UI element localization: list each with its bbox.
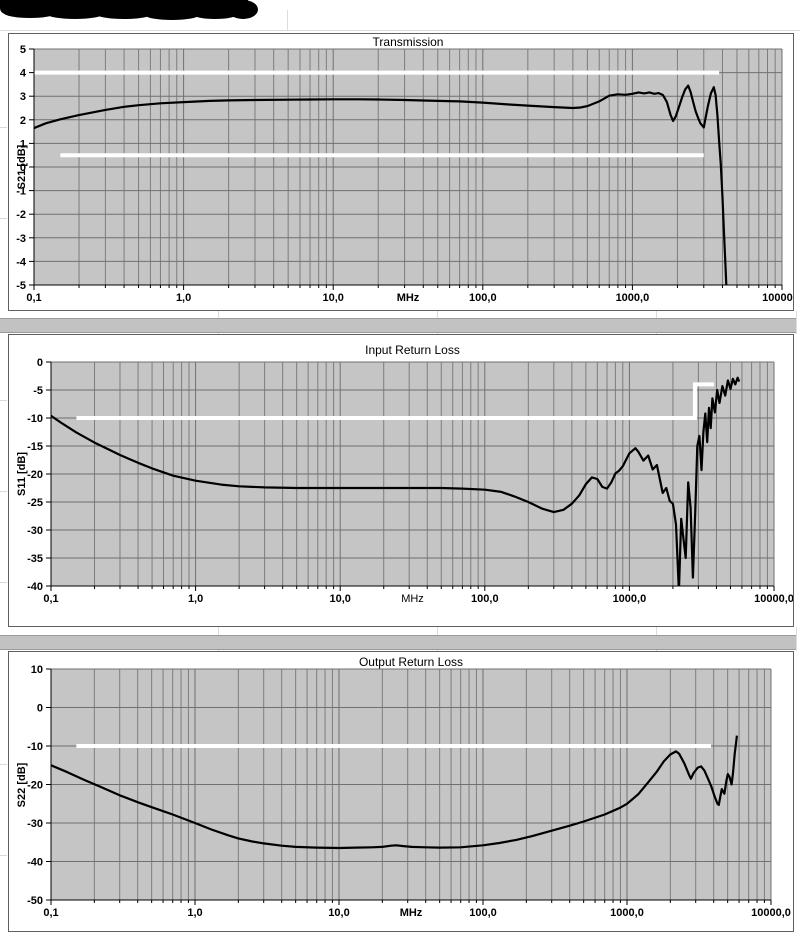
- chart-title: Input Return Loss: [365, 343, 460, 357]
- x-tick-label: 10,0: [329, 593, 350, 605]
- row-gridline: [0, 218, 7, 219]
- y-tick-label: -3: [16, 233, 26, 245]
- y-tick-label: -20: [27, 469, 43, 481]
- row-separator-band: [0, 635, 796, 650]
- y-tick-label: -10: [27, 741, 43, 753]
- row-gridline: [0, 127, 7, 128]
- x-axis-unit-label: MHz: [400, 907, 423, 919]
- row-gridline: [0, 582, 7, 583]
- cell-gridline: [796, 627, 797, 651]
- x-tick-label: 100,0: [469, 907, 497, 919]
- row-gridline: [0, 764, 7, 765]
- y-tick-label: -50: [27, 895, 43, 907]
- y-tick-label: -5: [16, 280, 26, 292]
- measurement-curve: [51, 735, 738, 850]
- y-tick-label: -10: [27, 413, 43, 425]
- input-return-loss-plot: 0 -5 -10 -15 -20 -25 -30 -35 -400,1 1,0 10,0 100,0 1…: [27, 357, 793, 605]
- y-axis-title: S22 [dB]: [16, 762, 28, 807]
- row-separator-band: [0, 318, 796, 333]
- x-tick-label: 10000,0: [751, 907, 791, 919]
- y-tick-label: 3: [20, 91, 26, 103]
- cell-gridline: [0, 30, 800, 31]
- redacted-title-scribble: [0, 0, 262, 26]
- cell-gridline: [287, 10, 288, 31]
- y-tick-label: -2: [16, 209, 26, 221]
- x-tick-label: 1000,0: [610, 907, 644, 919]
- y-tick-label: 4: [20, 68, 27, 80]
- y-tick-label: 5: [20, 44, 26, 56]
- y-tick-label: -4: [16, 256, 27, 268]
- y-tick-label: -30: [27, 818, 43, 830]
- y-tick-label: -40: [27, 857, 43, 869]
- y-tick-label: 1: [20, 138, 26, 150]
- row-gridline: [0, 855, 7, 856]
- x-tick-label: 10,0: [328, 907, 349, 919]
- redaction-stroke: [146, 11, 198, 20]
- x-tick-label: 100,0: [471, 593, 499, 605]
- x-tick-label: 10000,0: [754, 593, 793, 605]
- measurement-curve: [51, 376, 741, 586]
- measurement-curve: [34, 84, 728, 285]
- limit-line: [76, 382, 715, 420]
- chart-input-return-loss: 0 -5 -10 -15 -20 -25 -30 -35 -40 0,1 1,0 10,0 100,0 1…: [8, 334, 794, 627]
- x-tick-label: 1,0: [188, 593, 203, 605]
- y-axis-title: S21 [dB]: [16, 144, 28, 190]
- row-gridline: [0, 400, 7, 401]
- redaction-stroke: [48, 10, 102, 19]
- y-tick-label: 2: [20, 115, 26, 127]
- y-axis-title: S11 [dB]: [16, 451, 28, 497]
- y-tick-label: -20: [27, 780, 43, 792]
- y-tick-label: -25: [27, 497, 43, 509]
- x-tick-label: 10,0: [322, 292, 343, 304]
- redaction-stroke: [4, 8, 56, 18]
- x-axis-unit-label: MHz: [397, 292, 420, 304]
- x-tick-label: 0,1: [43, 907, 58, 919]
- cell-gridline: [796, 311, 797, 334]
- x-tick-label: 0,1: [26, 292, 41, 304]
- x-tick-label: 1000,0: [616, 292, 650, 304]
- chart-output-return-loss: 10 0 -10 -20 -30 -40 -50 0,1 1,0 10,0 100,0 1000,0 1…: [8, 651, 794, 932]
- y-tick-label: -40: [27, 581, 43, 593]
- x-tick-label: 10000,0: [762, 292, 793, 304]
- y-tick-label: -1: [16, 186, 26, 198]
- output-return-loss-plot: 10 0 -10 -20 -30 -40 -500,1 1,0 10,0 100,0 1000,0 1…: [27, 664, 791, 919]
- y-tick-label: 0: [20, 162, 26, 174]
- redaction-stroke: [96, 9, 152, 19]
- x-tick-label: 1000,0: [613, 593, 647, 605]
- chart-transmission: 5 4 3 2 1 0 -1 -2 -3 -4 -5 0,1 1,0 10,0 100,0 1000,0 100…: [8, 33, 794, 311]
- y-tick-label: -15: [27, 441, 43, 453]
- x-tick-label: 0,1: [43, 593, 58, 605]
- chart-title: Output Return Loss: [358, 655, 464, 669]
- x-tick-label: 1,0: [187, 907, 202, 919]
- y-tick-label: -30: [27, 525, 43, 537]
- y-tick-label: 10: [31, 664, 43, 676]
- x-axis-unit-label: MHz: [401, 593, 424, 605]
- row-gridline: [0, 491, 7, 492]
- y-tick-label: 0: [37, 357, 43, 369]
- y-tick-label: 0: [37, 703, 43, 715]
- transmission-plot: 5 4 3 2 1 0 -1 -2 -3 -4 -50,1 1,0 10,0 100,0 1000,0 100…: [16, 44, 793, 304]
- chart-title: Transmission: [372, 35, 444, 49]
- y-tick-label: -35: [27, 553, 43, 565]
- redaction-stroke: [192, 9, 238, 19]
- x-tick-label: 100,0: [469, 292, 497, 304]
- x-tick-label: 1,0: [176, 292, 191, 304]
- y-tick-label: -5: [33, 385, 43, 397]
